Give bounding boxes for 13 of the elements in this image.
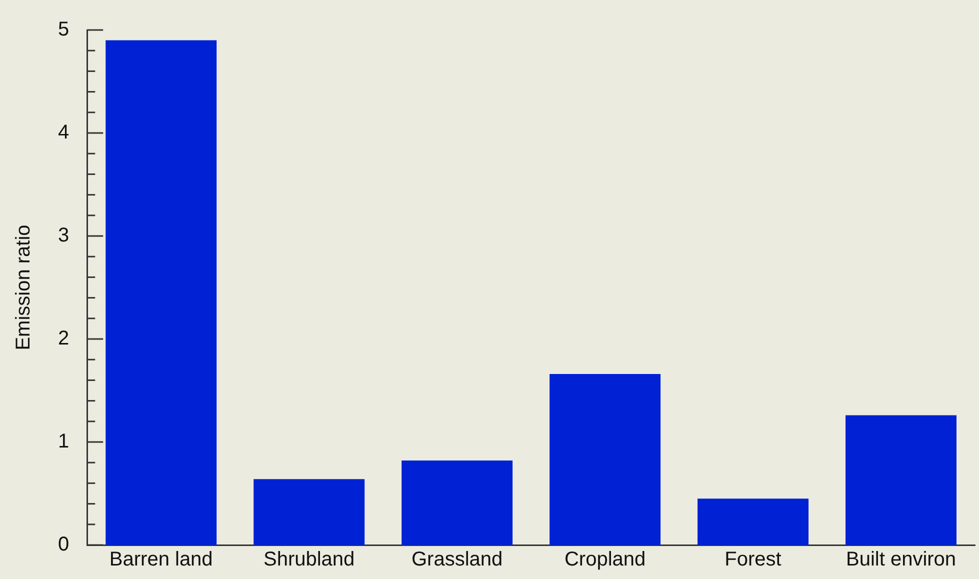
x-tick-label: Grassland bbox=[411, 548, 503, 571]
x-tick-label: Built environ bbox=[846, 548, 956, 571]
x-tick-label: Forest bbox=[724, 548, 782, 571]
y-tick-label: 5 bbox=[58, 18, 70, 41]
y-tick-label: 3 bbox=[58, 224, 70, 247]
x-tick-label: Shrubland bbox=[264, 548, 355, 571]
y-axis-title: Emission ratio bbox=[12, 224, 35, 350]
x-tick-label: Cropland bbox=[564, 548, 646, 571]
y-tick-label: 2 bbox=[58, 328, 70, 350]
y-tick-label: 4 bbox=[58, 122, 70, 144]
y-tick-label: 0 bbox=[58, 534, 70, 556]
x-tick-label: Barren land bbox=[109, 548, 213, 571]
y-tick-label: 1 bbox=[58, 430, 70, 453]
